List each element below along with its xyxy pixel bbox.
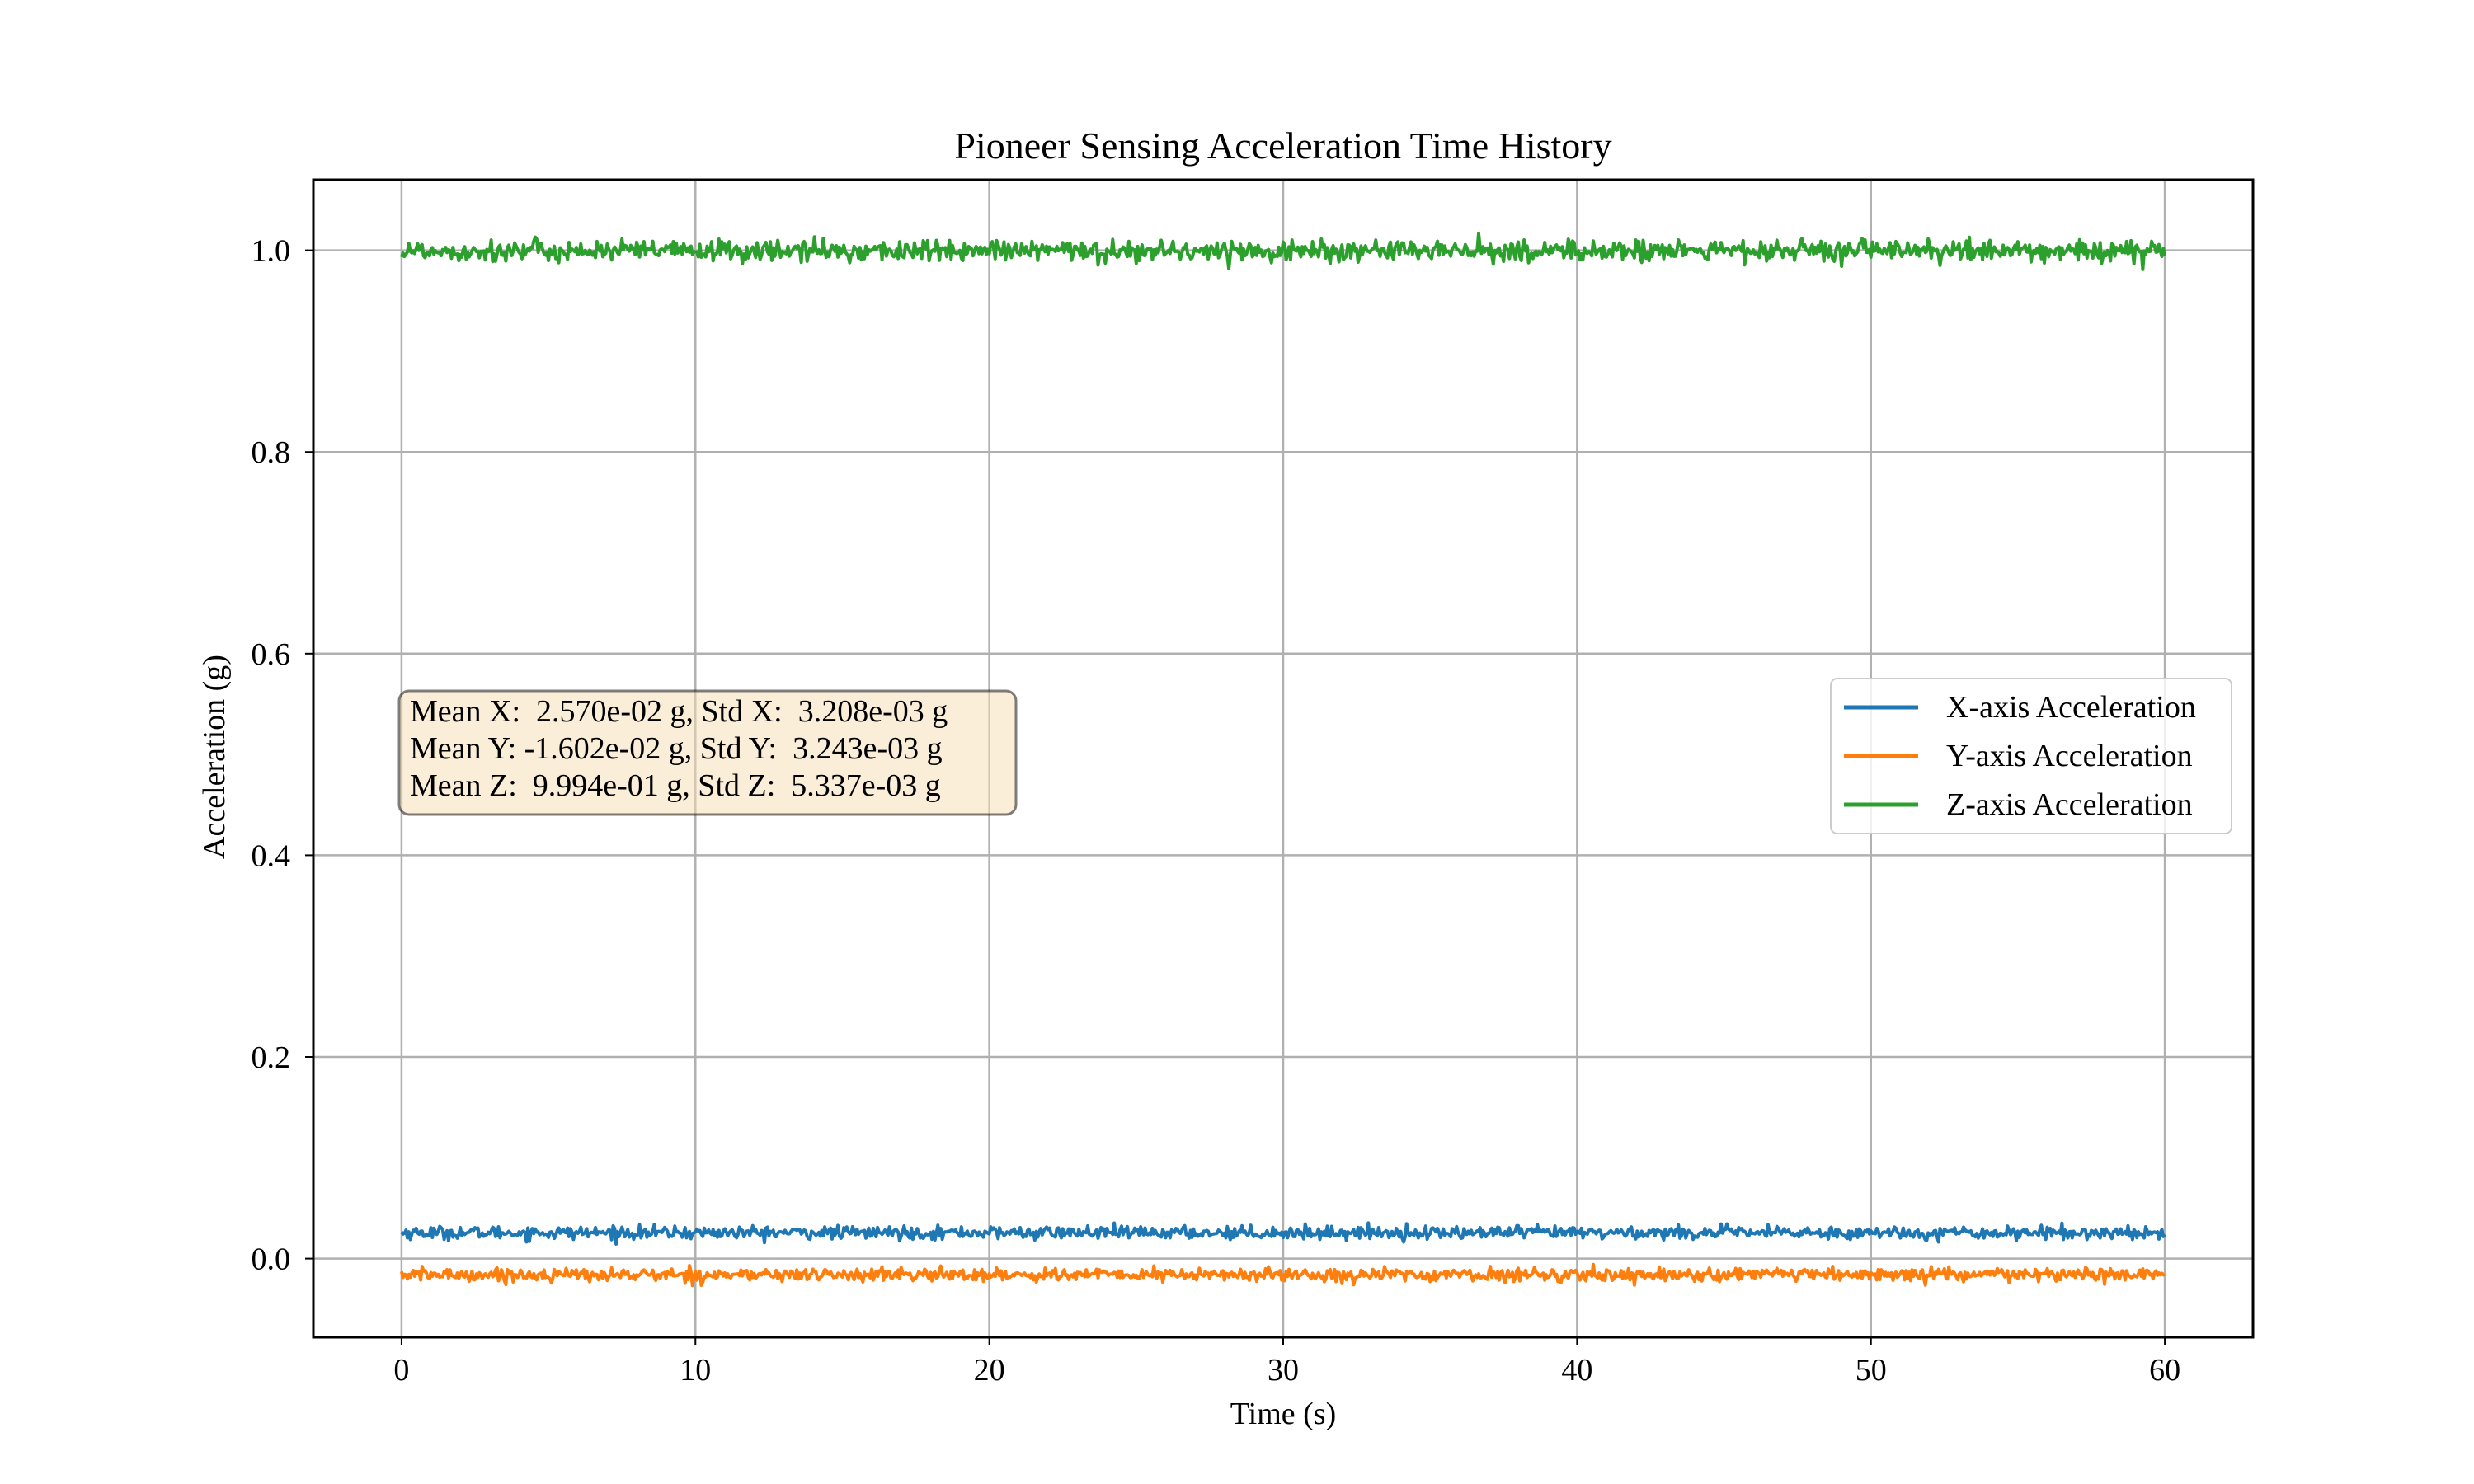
- x-tick-label: 30: [1268, 1353, 1299, 1388]
- y-tick-label: 0.6: [252, 637, 291, 672]
- x-tick-label: 40: [1561, 1353, 1592, 1388]
- x-tick-label: 0: [393, 1353, 409, 1388]
- stats-line-z: Mean Z: 9.994e-01 g, Std Z: 5.337e-03 g: [410, 768, 941, 803]
- x-tick-label: 20: [974, 1353, 1005, 1388]
- y-tick-label: 0.0: [252, 1242, 291, 1277]
- y-tick-label: 0.8: [252, 435, 291, 470]
- legend-label-y: Y-axis Acceleration: [1946, 739, 2193, 773]
- x-tick-label: 10: [680, 1353, 711, 1388]
- series-line-x: [400, 1221, 2166, 1246]
- stats-line-y: Mean Y: -1.602e-02 g, Std Y: 3.243e-03 g: [410, 731, 943, 766]
- stats-annotation-background: [397, 689, 1018, 816]
- stats-line-x: Mean X: 2.570e-02 g, Std X: 3.208e-03 g: [410, 694, 948, 729]
- x-axis-label: Time (s): [1230, 1397, 1336, 1431]
- x-axis-ticks: 0 10 20 30 40 50 60: [393, 1337, 2180, 1388]
- x-tick-label: 60: [2149, 1353, 2180, 1388]
- series-line-z: [400, 232, 2167, 271]
- legend-box: [1830, 678, 2232, 834]
- chart-title: Pioneer Sensing Acceleration Time Histor…: [954, 124, 1611, 167]
- series-lines: [399, 232, 2167, 1288]
- legend-label-x: X-axis Acceleration: [1946, 690, 2196, 725]
- y-axis-label: Acceleration (g): [197, 655, 232, 859]
- legend: X-axis Acceleration Y-axis Acceleration …: [1830, 678, 2232, 834]
- y-tick-label: 0.2: [252, 1040, 291, 1075]
- y-axis-ticks: 0.0 0.2 0.4 0.6 0.8 1.0: [252, 234, 313, 1277]
- stats-annotation: Mean X: 2.570e-02 g, Std X: 3.208e-03 g …: [397, 689, 1018, 816]
- y-tick-label: 1.0: [252, 234, 291, 269]
- y-tick-label: 0.4: [252, 838, 291, 873]
- x-tick-label: 50: [1856, 1353, 1887, 1388]
- legend-label-z: Z-axis Acceleration: [1946, 787, 2193, 822]
- series-line-y: [399, 1262, 2166, 1288]
